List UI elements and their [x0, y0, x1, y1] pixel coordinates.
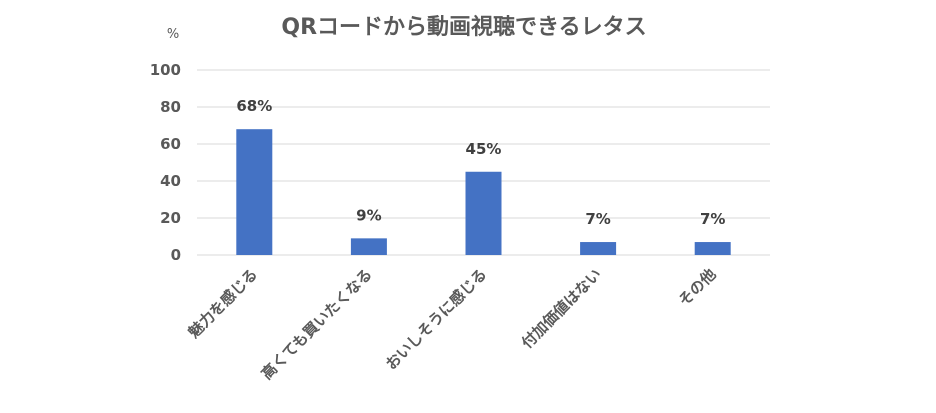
data-label: 68%: [236, 97, 272, 115]
data-label: 7%: [585, 210, 610, 228]
data-label: 7%: [700, 210, 725, 228]
x-category-label: その他: [675, 265, 720, 310]
y-tick-label: 60: [160, 135, 181, 153]
bar: [465, 171, 502, 255]
y-tick-label: 40: [160, 172, 181, 190]
bar: [580, 242, 617, 255]
y-tick-label: 0: [171, 246, 181, 264]
data-label: 9%: [356, 206, 381, 224]
bar: [350, 238, 387, 255]
data-label: 45%: [466, 140, 502, 158]
data-labels: 68% 9% 45% 7% 7%: [236, 97, 725, 228]
bars: [236, 129, 731, 255]
x-category-label: 高くても買いたくなる: [258, 265, 376, 383]
chart-title: QRコードから動画視聴できるレタス: [281, 15, 646, 40]
bar: [694, 242, 731, 255]
x-category-label: おいしそうに感じる: [382, 265, 490, 373]
x-category-label: 魅力を感じる: [185, 265, 261, 341]
y-tick-label: 80: [160, 98, 181, 116]
x-category-label: 付加価値はない: [518, 265, 605, 352]
y-axis-ticks: 0 20 40 60 80 100: [150, 61, 181, 264]
y-tick-label: 100: [150, 61, 181, 79]
y-axis-unit-label: %: [167, 27, 179, 42]
y-tick-label: 20: [160, 209, 181, 227]
bar: [236, 129, 273, 255]
